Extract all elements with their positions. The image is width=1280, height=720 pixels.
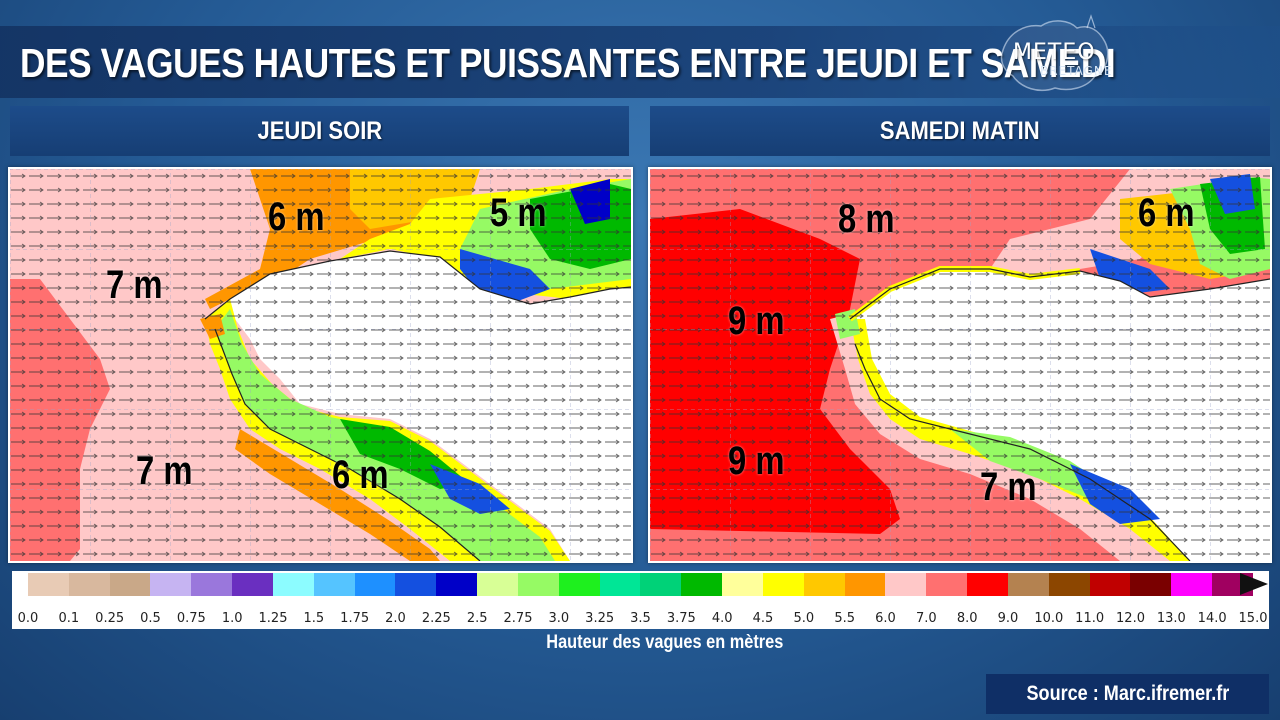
wave-height-label: 9 m xyxy=(728,299,785,343)
colorbar-swatch xyxy=(681,573,723,596)
logo-line1: METEO xyxy=(1013,40,1096,65)
colorbar-swatch xyxy=(1007,573,1049,596)
wave-height-label: 8 m xyxy=(838,197,895,241)
colorbar-swatch xyxy=(68,573,110,596)
colorbar-tick-label: 15.0 xyxy=(1238,611,1268,626)
colorbar-tick-label: 3.75 xyxy=(666,611,696,626)
colorbar-tick-label: 12.0 xyxy=(1116,611,1145,626)
colorbar-swatch xyxy=(477,573,518,596)
wave-height-label: 7 m xyxy=(106,263,163,307)
wave-height-label: 6 m xyxy=(268,195,325,239)
colorbar-caption-text: Hauteur des vagues en mètres xyxy=(546,632,784,653)
colorbar-swatch xyxy=(1171,573,1213,596)
colorbar-tick-label: 13.0 xyxy=(1156,611,1186,626)
colorbar-tick-label: 0.75 xyxy=(176,611,206,626)
source-text: Source : Marc.ifremer.fr xyxy=(1026,682,1229,705)
colorbar-swatch xyxy=(967,573,1008,596)
logo-line2: BRETAGNE xyxy=(1040,64,1113,78)
wave-height-label: 7 m xyxy=(136,449,193,493)
colorbar-tick-label: 2.75 xyxy=(503,611,533,626)
wave-height-label: 9 m xyxy=(728,439,785,483)
colorbar-swatch xyxy=(436,573,478,596)
colorbar-tick-label: 6.0 xyxy=(875,611,896,626)
colorbar-tick-label: 1.0 xyxy=(221,611,243,626)
colorbar-tick-label: 5.5 xyxy=(834,611,855,626)
colorbar-swatch xyxy=(232,573,273,596)
colorbar-tick-label: 3.25 xyxy=(585,611,615,626)
colorbar-swatch xyxy=(844,573,886,596)
colorbar-tick-label: 0.0 xyxy=(17,611,39,626)
wave-map-jeudi: 6 m 5 m 7 m 7 m 6 m xyxy=(8,167,633,563)
wave-height-label: 7 m xyxy=(980,465,1037,509)
colorbar-swatch xyxy=(191,573,233,596)
colorbar-tick-label: 0.25 xyxy=(95,611,125,626)
colorbar-tick-label: 2.25 xyxy=(421,611,451,626)
colorbar-tick-label: 1.75 xyxy=(340,611,370,626)
colorbar-tick-label: 0.1 xyxy=(58,611,80,626)
panel-header-label: JEUDI SOIR xyxy=(257,117,382,145)
colorbar-swatch xyxy=(926,573,968,596)
panel-header-jeudi: JEUDI SOIR xyxy=(10,106,629,156)
colorbar-arrow-icon xyxy=(1240,573,1268,595)
wave-height-label: 6 m xyxy=(332,453,389,497)
colorbar-tick-label: 3.0 xyxy=(548,611,570,626)
wave-height-label: 6 m xyxy=(1138,191,1195,235)
colorbar-swatch xyxy=(150,573,192,596)
title-band xyxy=(0,26,1280,98)
colorbar-tick-label: 8.0 xyxy=(956,611,978,626)
colorbar-swatch xyxy=(640,573,682,596)
colorbar-swatch xyxy=(109,573,151,596)
colorbar-swatch xyxy=(354,573,396,596)
colorbar-swatch xyxy=(272,573,314,596)
colorbar-swatch xyxy=(722,573,763,596)
colorbar-tick-label: 2.5 xyxy=(466,611,488,626)
colorbar-tick-label: 9.0 xyxy=(997,611,1019,626)
colorbar-swatch xyxy=(599,573,641,596)
colorbar-tick-label: 1.25 xyxy=(258,611,288,626)
colorbar-swatches xyxy=(28,573,1253,596)
wave-map-graphic xyxy=(650,169,1270,561)
colorbar-tick-label: 5.0 xyxy=(793,611,815,626)
colorbar-tick-label: 11.0 xyxy=(1075,611,1105,626)
source-credit: Source : Marc.ifremer.fr xyxy=(986,674,1269,714)
colorbar-tick-label: 2.0 xyxy=(385,611,406,626)
colorbar-swatch xyxy=(28,573,69,596)
panel-header-label: SAMEDI MATIN xyxy=(880,117,1040,145)
colorbar-ticks: 0.0 0.1 0.25 0.5 0.75 1.0 1.25 1.5 1.75 2.0 2.25 2.… xyxy=(12,611,1269,629)
colorbar-tick-label: 1.5 xyxy=(303,611,325,626)
colorbar-swatch xyxy=(313,573,355,596)
wave-map-graphic xyxy=(10,169,631,561)
wave-height-colorbar: 0.0 0.1 0.25 0.5 0.75 1.0 1.25 1.5 1.75 2.0 2.25 2.… xyxy=(12,571,1269,629)
colorbar-tick-label: 4.0 xyxy=(711,611,733,626)
brittany-outline-icon xyxy=(1000,14,1109,92)
colorbar-swatch xyxy=(885,573,927,596)
colorbar-swatch xyxy=(1130,573,1172,596)
colorbar-tick-label: 10.0 xyxy=(1034,611,1064,626)
colorbar-swatch xyxy=(762,573,804,596)
meteo-bretagne-logo: METEO BRETAGNE xyxy=(995,10,1120,102)
colorbar-swatch xyxy=(1089,573,1131,596)
wave-height-label: 5 m xyxy=(490,191,547,235)
colorbar-tick-label: 4.5 xyxy=(752,611,774,626)
colorbar-swatch xyxy=(1048,573,1090,596)
colorbar-caption: Hauteur des vagues en mètres xyxy=(0,632,1280,654)
page-title: DES VAGUES HAUTES ET PUISSANTES ENTRE JE… xyxy=(20,40,1116,86)
colorbar-tick-label: 3.5 xyxy=(630,611,651,626)
panel-header-samedi: SAMEDI MATIN xyxy=(650,106,1270,156)
colorbar-tick-label: 7.0 xyxy=(915,611,937,626)
wave-map-samedi: 8 m 6 m 9 m 9 m 7 m xyxy=(648,167,1272,563)
colorbar-swatch xyxy=(558,573,600,596)
colorbar-swatch xyxy=(517,573,559,596)
colorbar-tick-label: 14.0 xyxy=(1197,611,1227,626)
colorbar-swatch xyxy=(803,573,845,596)
colorbar-swatch xyxy=(395,573,437,596)
colorbar-tick-label: 0.5 xyxy=(140,611,161,626)
